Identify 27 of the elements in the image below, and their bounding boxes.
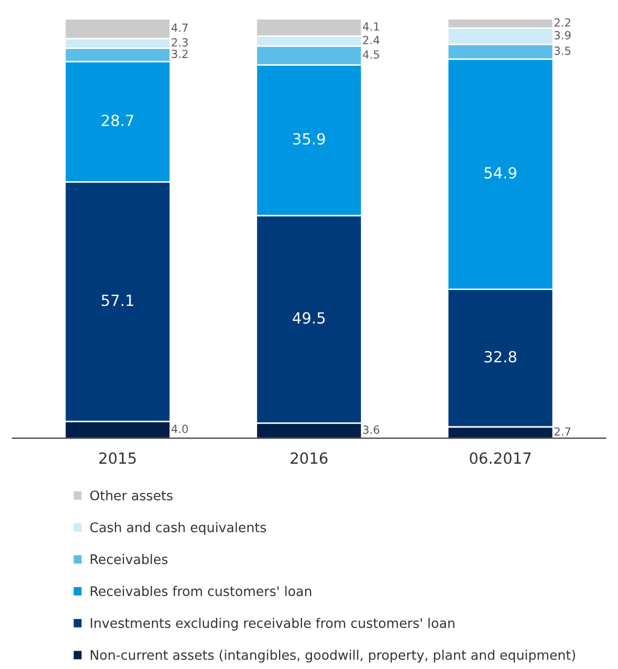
data-label: 3.9 [554,31,571,40]
data-label: 49.5 [292,312,325,324]
legend-label: Cash and cash equivalents [90,522,266,535]
data-label: 35.9 [293,133,325,145]
data-label: 28.7 [102,114,134,126]
data-label: 3.5 [554,46,570,55]
data-label: 4.1 [362,22,379,30]
data-label: 4.7 [171,24,188,32]
data-label: 54.9 [484,167,516,179]
data-label: 2.7 [554,427,570,436]
data-label: 4.5 [362,50,380,59]
data-label: 3.2 [172,50,188,58]
data-label: 4.0 [171,424,188,434]
data-label: 57.1 [102,294,134,306]
x-tick-label: 2016 [290,452,328,464]
legend-label: Investments excluding receivable from customers' loan [90,618,454,631]
x-tick-label: 06.2017 [470,452,531,464]
data-label: 3.6 [363,425,380,434]
data-label: 32.8 [484,350,516,363]
legend-label: Receivables [90,554,168,564]
data-label: 2.4 [363,36,380,44]
legend-label: Other assets [90,490,173,500]
legend-label: Receivables from customers' loan [90,586,312,596]
x-tick-label: 2015 [99,452,136,464]
data-label: 2.3 [172,38,188,47]
data-label: 2.2 [554,18,570,26]
legend-label: Non-current assets (intangibles, goodwill, property, plant and equipment) [90,650,576,662]
